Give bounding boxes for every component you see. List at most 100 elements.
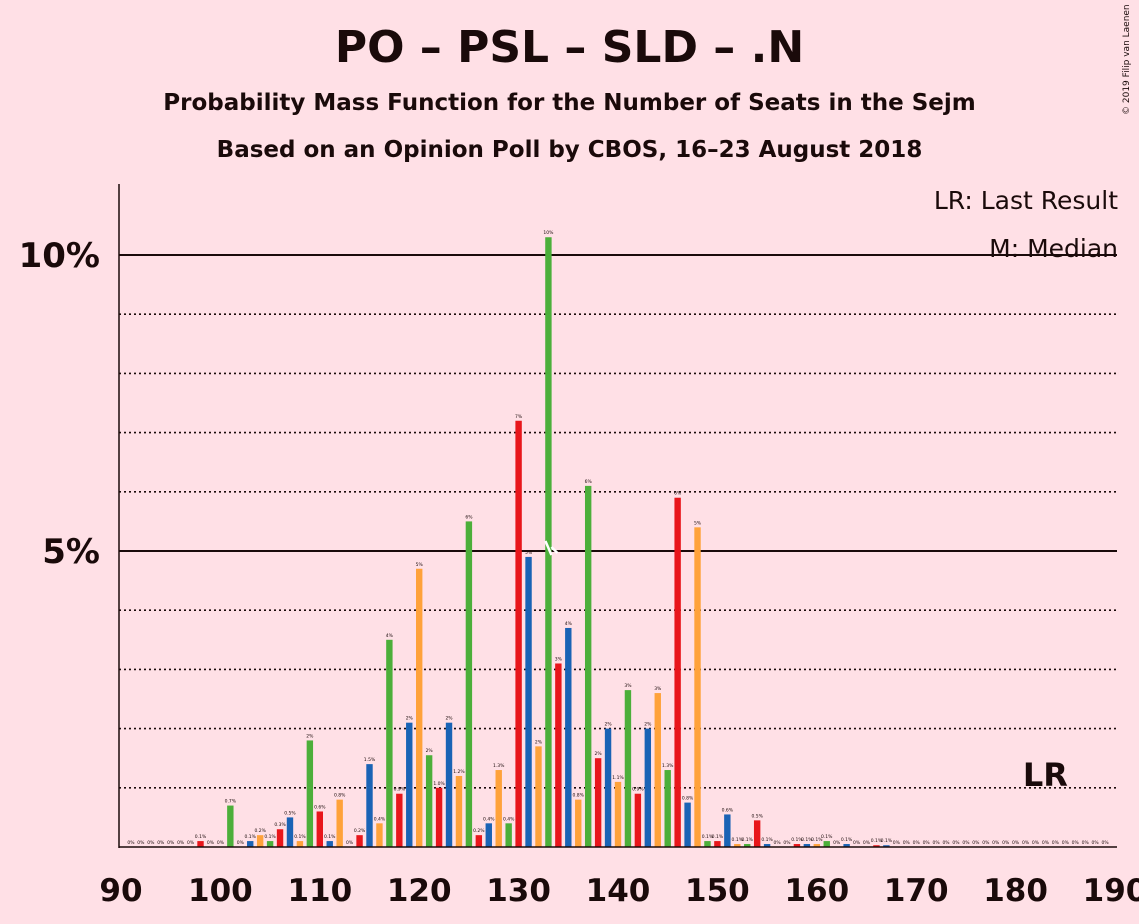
bar-seat-125 [465,521,473,847]
bar-label-seat-142: 0.9% [632,787,644,793]
legend: LR: Last Result M: Median [934,186,1118,263]
bar-label-seat-96: 0% [177,840,185,846]
bar-seat-122 [435,787,443,847]
bar-label-seat-107: 0.5% [284,810,296,816]
x-tick-label: 90 [99,873,142,909]
bar-seat-98 [197,841,204,847]
bar-seat-138 [594,758,602,847]
bar-label-seat-139: 2% [604,722,612,728]
bar-seat-135 [565,627,572,847]
chart-title: PO – PSL – SLD – .N [334,22,805,73]
bar-seat-149 [704,841,711,847]
bar-seat-158 [793,844,801,847]
bar-label-seat-116: 0.4% [374,816,386,822]
bar-label-seat-137: 6% [585,479,593,485]
x-tick-label: 170 [884,873,949,909]
bar-label-seat-184: 0% [1052,840,1060,846]
bar-seat-126 [475,835,483,847]
bar-label-seat-165: 0% [863,840,871,846]
bar-seat-160 [813,844,820,847]
bar-label-seat-122: 1.0% [433,781,445,787]
bar-label-seat-123: 2% [445,716,453,722]
bar-seat-139 [604,728,612,847]
bar-seat-109 [306,740,314,847]
bar-seat-154 [753,820,761,847]
y-tick-label: 5% [42,532,100,572]
bar-seat-142 [634,793,642,847]
bar-label-seat-104: 0.2% [254,828,266,834]
bar-label-seat-188: 0% [1092,840,1100,846]
bar-seat-112 [336,799,343,847]
bar-label-seat-144: 3% [654,686,662,692]
bar-label-seat-118: 0.9% [394,787,406,793]
median-marker [544,540,559,556]
bar-label-seat-164: 0% [853,840,861,846]
bar-label-seat-95: 0% [167,840,175,846]
bar-label-seat-175: 0% [962,840,970,846]
bar-label-seat-157: 0% [783,840,791,846]
bar-seat-146 [674,497,681,847]
bar-seat-130 [515,420,522,847]
bar-seat-163 [843,844,850,847]
bar-label-seat-149: 0.1% [702,834,714,840]
bar-label-seat-114: 0.2% [354,828,366,834]
bar-label-seat-174: 0% [952,840,960,846]
bar-label-seat-109: 2% [306,733,314,739]
bar-label-seat-94: 0% [157,840,165,846]
bar-label-seat-128: 1.3% [493,763,505,769]
bar-label-seat-146: 6% [674,491,682,497]
bar-label-seat-110: 0.6% [314,804,326,810]
x-tick-label: 180 [983,873,1048,909]
bar-label-seat-138: 2% [595,751,603,757]
x-tick-label: 110 [287,873,352,909]
bar-seat-121 [425,755,433,847]
bar-seat-159 [803,844,811,847]
bar-seat-118 [396,793,403,847]
bar-label-seat-120: 5% [416,562,424,568]
bar-label-seat-145: 1.3% [662,763,674,769]
bar-label-seat-161: 0.1% [821,834,833,840]
bar-label-seat-103: 0.1% [245,834,257,840]
bar-seat-106 [276,829,284,847]
bar-seat-145 [664,770,671,847]
bar-label-seat-135: 4% [565,621,573,627]
bar-label-seat-186: 0% [1072,840,1080,846]
bar-label-seat-98: 0.1% [195,834,207,840]
bar-label-seat-151: 0.6% [722,807,734,813]
bar-label-seat-97: 0% [187,840,195,846]
bar-label-seat-172: 0% [933,840,941,846]
bar-seat-103 [247,841,254,847]
bar-seat-101 [227,805,234,847]
bar-label-seat-153: 0.1% [742,837,754,843]
bar-seat-143 [644,728,652,847]
bar-seat-144 [654,693,661,847]
bar-seat-167 [883,845,890,847]
x-tick-label: 100 [188,873,253,909]
x-tick-label: 130 [486,873,551,909]
bar-label-seat-126: 0.2% [473,828,485,834]
bar-label-seat-106: 0.3% [274,822,286,828]
bar-label-seat-183: 0% [1042,840,1050,846]
bar-seat-166 [873,845,880,847]
bar-label-seat-182: 0% [1032,840,1040,846]
bar-labels: 0% 0% 0% 0% 0% 0% 0%0.1%0% 0%0.7%0%0.1%0.2%0.1%… [127,230,1109,846]
bar-label-seat-181: 0% [1022,840,1030,846]
bar-label-seat-180: 0% [1012,840,1020,846]
last-result-label: LR [1023,756,1068,794]
bar-label-seat-129: 0.4% [503,816,515,822]
bar-label-seat-105: 0.1% [264,834,276,840]
x-tick-label: 140 [586,873,651,909]
bar-label-seat-111: 0.1% [324,834,336,840]
x-tick-label: 120 [387,873,452,909]
bar-label-seat-124: 1.2% [453,769,465,775]
bar-label-seat-91: 0% [127,840,135,846]
bar-label-seat-189: 0% [1101,840,1109,846]
bar-seat-141 [624,690,632,847]
bar-label-seat-168: 0% [893,840,901,846]
bar-seat-129 [505,823,512,847]
bar-seat-127 [485,823,492,847]
bar-label-seat-93: 0% [147,840,155,846]
bar-label-seat-173: 0% [942,840,950,846]
bar-label-seat-155: 0.1% [761,837,773,843]
bar-label-seat-169: 0% [903,840,911,846]
